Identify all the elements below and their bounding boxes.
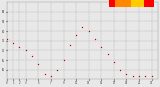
Point bbox=[24, 50, 27, 51]
Point bbox=[87, 30, 90, 32]
Point bbox=[56, 69, 59, 70]
Point bbox=[37, 63, 40, 65]
Point bbox=[43, 73, 46, 74]
Point bbox=[68, 44, 71, 45]
Point bbox=[119, 69, 121, 70]
Point bbox=[18, 46, 21, 47]
Point bbox=[50, 75, 52, 76]
Point bbox=[150, 75, 153, 76]
Point bbox=[81, 27, 84, 28]
Point bbox=[125, 73, 128, 74]
Point bbox=[113, 61, 115, 63]
Point bbox=[100, 46, 103, 47]
Point bbox=[138, 75, 140, 76]
Point bbox=[132, 75, 134, 76]
Point bbox=[144, 75, 147, 76]
Point bbox=[62, 59, 65, 61]
Point bbox=[106, 54, 109, 55]
Point bbox=[75, 34, 77, 36]
Point bbox=[12, 42, 14, 43]
Point bbox=[6, 38, 8, 39]
Point bbox=[94, 38, 96, 39]
Point bbox=[31, 56, 33, 57]
